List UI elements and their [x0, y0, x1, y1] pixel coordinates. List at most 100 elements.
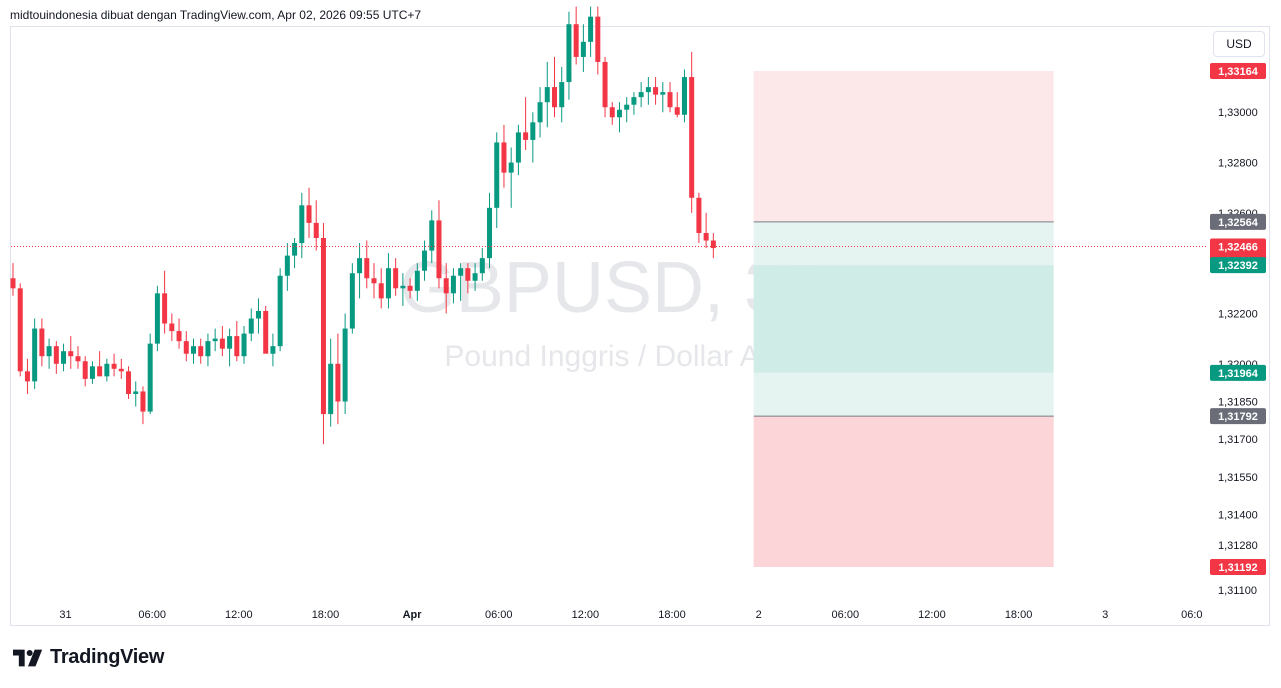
candle	[17, 283, 23, 377]
candle-body	[414, 270, 420, 291]
time-tick-label: 06:00	[832, 609, 860, 621]
candle	[176, 318, 182, 349]
candle-body	[140, 391, 146, 412]
candle-body	[191, 346, 196, 354]
candle	[126, 366, 132, 399]
candle	[573, 6, 579, 65]
time-tick-label: 2	[756, 609, 762, 621]
price-label-text: 1,32564	[1218, 217, 1259, 229]
candle-body	[320, 238, 326, 415]
candle-body	[595, 16, 601, 62]
candle	[422, 240, 428, 281]
candle	[681, 69, 687, 123]
price-label-text: 1,32466	[1218, 242, 1258, 254]
candle-body	[559, 82, 565, 108]
chart-header-text: midtouindonesia dibuat dengan TradingVie…	[10, 8, 422, 22]
candle	[703, 212, 709, 249]
tradingview-wordmark: TradingView	[50, 646, 165, 668]
time-tick-label: Apr	[403, 609, 423, 621]
candlestick-chart[interactable]: GBPUSD, 30 Pound Inggris / Dollar AS 1,3…	[0, 0, 1281, 640]
candle	[602, 56, 608, 118]
target-zone	[753, 416, 1054, 567]
candle	[111, 353, 117, 377]
candle	[313, 200, 319, 251]
price-tick-label: 1,32200	[1218, 308, 1258, 320]
candle-body	[118, 368, 124, 372]
candle	[270, 333, 276, 367]
tradingview-brand[interactable]: TradingView	[12, 646, 164, 669]
candle	[61, 343, 67, 372]
candle-body	[609, 107, 615, 118]
candle	[39, 318, 45, 367]
price-label-bg	[1210, 63, 1266, 79]
candle-body	[537, 102, 543, 123]
candle-body	[32, 328, 38, 382]
candle	[169, 313, 175, 342]
candle-body	[400, 285, 406, 289]
candle	[248, 308, 254, 342]
time-tick-label: 18:00	[658, 609, 686, 621]
time-tick-label: 06:0	[1181, 609, 1202, 621]
candle	[183, 331, 189, 362]
candle-body	[638, 92, 644, 98]
candle	[191, 338, 196, 364]
time-tick-label: 3	[1102, 609, 1108, 621]
candle-body	[198, 346, 204, 357]
candle-body	[443, 278, 449, 294]
candle-body	[450, 275, 456, 294]
price-tick-label: 1,31100	[1218, 585, 1257, 597]
price-label-text: 1,31792	[1218, 411, 1258, 423]
candle	[494, 132, 500, 228]
candle	[255, 298, 261, 334]
chart-watermark: GBPUSD, 30 Pound Inggris / Dollar AS	[400, 248, 824, 373]
candle-body	[255, 310, 261, 319]
price-label: 1,33164	[1210, 63, 1266, 79]
price-label-bg	[1210, 559, 1266, 575]
candle	[277, 268, 283, 352]
candle	[458, 263, 464, 301]
candle	[89, 361, 95, 384]
candle	[104, 358, 110, 382]
candle-body	[631, 97, 637, 105]
candle-body	[588, 16, 594, 42]
price-axis[interactable]: 1,330001,328001,326001,322001,320001,318…	[1218, 107, 1258, 597]
candle-body	[53, 346, 59, 364]
candle-body	[89, 366, 95, 379]
candle	[219, 326, 225, 357]
price-label: 1,31192	[1210, 559, 1266, 575]
watermark-symbol: GBPUSD, 30	[400, 248, 824, 328]
candle	[624, 97, 630, 123]
profit-zone-upper	[753, 221, 1054, 266]
candle-body	[689, 77, 695, 198]
candle	[357, 243, 363, 299]
tradingview-logo-icon	[13, 649, 43, 666]
candle-body	[371, 278, 377, 284]
candle	[154, 285, 160, 352]
candle-body	[422, 250, 428, 271]
candle	[371, 263, 377, 299]
price-tick-label: 1,31850	[1218, 396, 1258, 408]
candle	[335, 333, 341, 425]
price-label: 1,31792	[1210, 408, 1266, 425]
candle-body	[552, 87, 557, 108]
candle	[523, 97, 529, 150]
candle	[530, 112, 536, 163]
candle	[234, 321, 240, 362]
candle-body	[39, 328, 45, 357]
chart-frame[interactable]	[10, 26, 1270, 626]
candle-body	[227, 336, 233, 349]
price-label-text: 1,32392	[1218, 260, 1258, 272]
time-axis[interactable]: 31 06:00 12:00 18:00 Apr 06:00 12:00 18:00 2 06:0…	[59, 609, 1202, 621]
long-position-tool[interactable]	[753, 71, 1054, 567]
candle-body	[10, 278, 16, 289]
currency-button[interactable]: USD	[1213, 31, 1265, 57]
candle	[616, 102, 622, 133]
candle-body	[479, 258, 485, 274]
candle-body	[234, 336, 240, 357]
price-label-bg	[1210, 408, 1266, 425]
candle	[53, 341, 59, 374]
candle-body	[299, 205, 305, 244]
candle	[429, 210, 435, 264]
candle	[710, 232, 716, 259]
candle	[75, 346, 81, 369]
